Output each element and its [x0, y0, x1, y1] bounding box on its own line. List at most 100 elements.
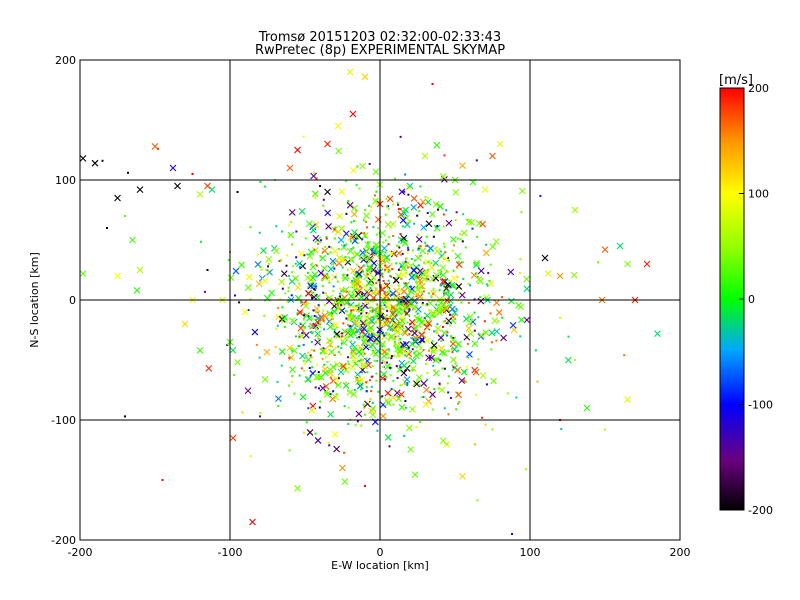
- data-point-dot: [342, 273, 345, 276]
- data-point-x: [384, 389, 392, 397]
- data-point-x: [305, 375, 313, 383]
- data-point-dot: [281, 287, 284, 290]
- data-point-dot: [365, 386, 368, 389]
- data-point-dot: [368, 204, 371, 207]
- data-point-x: [489, 152, 496, 160]
- data-point-dot: [440, 340, 443, 343]
- data-point-x: [238, 261, 246, 269]
- data-point-x: [508, 297, 515, 305]
- data-point-dot: [124, 415, 126, 418]
- data-point-dot: [281, 306, 284, 309]
- data-point-dot: [383, 304, 386, 307]
- data-point-dot: [346, 360, 349, 363]
- data-point-dot: [390, 355, 393, 358]
- data-point-dot: [377, 334, 380, 337]
- data-point-x: [459, 162, 466, 169]
- data-point-x: [261, 277, 269, 285]
- data-point-dot: [362, 219, 365, 222]
- data-point-dot: [452, 244, 455, 247]
- data-point-dot: [415, 349, 418, 352]
- data-point-dot: [397, 268, 400, 271]
- data-point-dot: [406, 321, 409, 324]
- data-point-dot: [445, 209, 448, 212]
- data-point-dot: [475, 159, 478, 162]
- data-point-dot: [399, 208, 402, 211]
- data-point-dot: [419, 185, 422, 188]
- data-point-dot: [274, 346, 277, 349]
- data-point-dot: [305, 303, 308, 306]
- data-point-dot: [344, 381, 347, 384]
- data-point-dot: [442, 320, 445, 323]
- data-point-x: [400, 287, 408, 295]
- data-point-dot: [455, 307, 458, 310]
- data-point-x: [355, 410, 363, 418]
- data-point-dot: [357, 317, 360, 320]
- data-point-x: [478, 331, 485, 339]
- data-point-x: [312, 221, 320, 229]
- data-point-dot: [363, 406, 366, 409]
- data-point-dot: [340, 289, 343, 292]
- data-point-x: [339, 464, 346, 472]
- data-point-x: [302, 302, 310, 310]
- data-point-x: [490, 377, 497, 385]
- data-point-dot: [314, 318, 317, 321]
- data-point-dot: [361, 310, 364, 313]
- data-point-dot: [297, 345, 300, 348]
- data-point-dot: [357, 242, 360, 245]
- data-point-x: [255, 280, 263, 288]
- data-point-dot: [327, 279, 330, 282]
- data-point-dot: [406, 266, 409, 269]
- data-point-x: [452, 188, 460, 196]
- data-point-dot: [430, 296, 433, 299]
- data-point-dot: [397, 321, 400, 324]
- data-point-dot: [448, 313, 451, 316]
- x-tick-label: -200: [68, 546, 93, 559]
- data-point-dot: [345, 297, 348, 300]
- data-point-dot: [437, 269, 440, 272]
- data-point-dot: [401, 296, 404, 299]
- colorbar-tick-label: 200: [748, 82, 769, 95]
- data-point-x: [307, 282, 315, 290]
- data-point-x: [425, 354, 433, 362]
- data-point-dot: [381, 395, 384, 398]
- data-point-x: [297, 324, 305, 332]
- data-point-x: [363, 212, 370, 220]
- data-point-dot: [379, 396, 382, 399]
- data-point-dot: [397, 355, 400, 358]
- data-point-dot: [343, 273, 346, 276]
- data-point-dot: [312, 309, 315, 312]
- data-point-dot: [405, 272, 408, 275]
- data-point-dot: [427, 260, 430, 263]
- data-point-x: [298, 250, 305, 258]
- data-point-dot: [511, 533, 513, 535]
- data-point-dot: [376, 315, 379, 318]
- data-point-x: [326, 341, 334, 349]
- data-point-dot: [436, 224, 439, 227]
- data-point-dot: [369, 310, 372, 313]
- data-point-dot: [393, 177, 396, 180]
- data-point-dot: [371, 253, 374, 256]
- data-point-dot: [339, 338, 342, 341]
- data-point-x: [346, 389, 354, 396]
- data-point-dot: [314, 196, 317, 199]
- chart-title: Tromsø 20151203 02:32:00-02:33:43: [258, 30, 501, 45]
- data-point-x: [241, 308, 249, 316]
- data-point-dot: [343, 405, 346, 408]
- data-point-x: [479, 220, 486, 228]
- data-point-dot: [382, 241, 385, 244]
- data-point-x: [366, 335, 374, 343]
- data-point-dot: [315, 275, 318, 278]
- data-point-dot: [376, 280, 379, 283]
- data-point-dot: [345, 212, 348, 215]
- data-point-x: [416, 350, 424, 358]
- data-point-x: [337, 256, 345, 264]
- data-point-x: [329, 257, 337, 265]
- data-point-dot: [325, 237, 328, 240]
- data-point-dot: [443, 245, 446, 248]
- data-point-dot: [388, 299, 391, 302]
- data-point-x: [321, 312, 329, 319]
- data-point-dot: [456, 267, 459, 270]
- data-point-dot: [321, 357, 324, 360]
- data-point-dot: [278, 259, 281, 262]
- data-point-dot: [320, 279, 323, 282]
